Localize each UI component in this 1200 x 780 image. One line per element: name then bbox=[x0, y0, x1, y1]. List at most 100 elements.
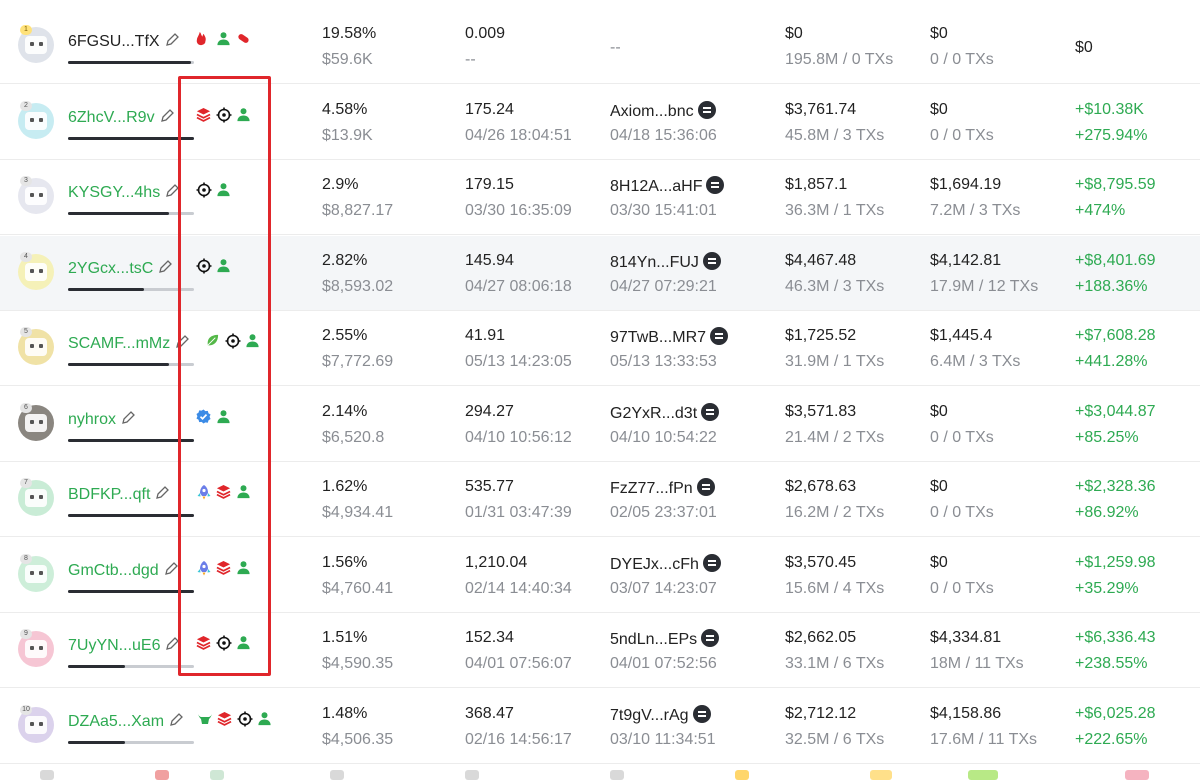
user-icon[interactable] bbox=[216, 31, 231, 46]
wallet-name-link[interactable]: BDFKP...qft bbox=[68, 485, 170, 506]
user-icon[interactable] bbox=[216, 182, 231, 197]
bought-amount: $0 bbox=[785, 25, 803, 42]
stack-icon[interactable] bbox=[217, 711, 232, 726]
pnl-amount: +$10.38K bbox=[1075, 100, 1144, 118]
wallet-name-link[interactable]: 6FGSU...TfX bbox=[68, 32, 180, 53]
funding-source-address[interactable]: G2YxR...d3t bbox=[610, 404, 698, 422]
table-row[interactable]: 3 KYSGY...4hs 2.9% $8,827.17 179.15 03/3… bbox=[0, 160, 1200, 235]
edit-pencil-icon[interactable] bbox=[159, 108, 175, 129]
table-row[interactable]: 1 6FGSU...TfX 19.58% $59.6K 0.009 -- -- … bbox=[0, 9, 1200, 84]
fire-user-icon[interactable] bbox=[196, 31, 211, 46]
user-icon[interactable] bbox=[245, 333, 260, 348]
table-row[interactable]: 10 DZAa5...Xam 1.48% $4,506.35 368.47 02… bbox=[0, 689, 1200, 764]
table-row[interactable]: 6 nyhrox 2.14% $6,520.8 294.27 04/10 10:… bbox=[0, 387, 1200, 462]
funding-source[interactable]: G2YxR...d3t bbox=[610, 402, 720, 423]
user-icon[interactable] bbox=[236, 107, 251, 122]
bull-icon[interactable] bbox=[197, 711, 212, 726]
table-row[interactable]: 5 SCAMF...mMz 2.55% $7,772.69 41.91 05/1… bbox=[0, 311, 1200, 386]
table-row[interactable]: 7 BDFKP...qft 1.62% $4,934.41 535.77 01/… bbox=[0, 462, 1200, 537]
target-icon[interactable] bbox=[237, 711, 253, 726]
edit-pencil-icon[interactable] bbox=[164, 32, 180, 53]
holding-value: $7,772.69 bbox=[322, 353, 394, 370]
balance-time: 04/01 07:56:07 bbox=[465, 655, 572, 672]
wallet-name[interactable]: BDFKP...qft bbox=[68, 486, 151, 503]
funding-source-address[interactable]: DYEJx...cFh bbox=[610, 555, 699, 573]
funding-source[interactable]: 7t9gV...rAg bbox=[610, 704, 711, 725]
sold-tx-summary: 7.2M / 3 TXs bbox=[930, 202, 1021, 219]
target-icon[interactable] bbox=[216, 107, 232, 122]
wallet-name-link[interactable]: GmCtb...dgd bbox=[68, 561, 179, 582]
stack-icon[interactable] bbox=[196, 107, 211, 122]
wallet-name[interactable]: 6FGSU...TfX bbox=[68, 33, 160, 50]
rocket-icon[interactable] bbox=[196, 484, 211, 500]
edit-pencil-icon[interactable] bbox=[154, 485, 170, 506]
funding-source[interactable]: 814Yn...FUJ bbox=[610, 251, 721, 272]
stack-icon[interactable] bbox=[196, 635, 211, 650]
funding-source-address[interactable]: 7t9gV...rAg bbox=[610, 706, 689, 724]
user-icon[interactable] bbox=[236, 560, 251, 575]
pill-icon[interactable] bbox=[236, 31, 251, 46]
target-icon[interactable] bbox=[225, 333, 241, 349]
user-icon[interactable] bbox=[236, 484, 251, 499]
leaf-icon[interactable] bbox=[205, 333, 220, 348]
user-icon[interactable] bbox=[236, 635, 251, 650]
funding-time: 04/10 10:54:22 bbox=[610, 428, 717, 446]
wallet-name[interactable]: 2YGcx...tsC bbox=[68, 259, 154, 277]
wallet-name[interactable]: DZAa5...Xam bbox=[68, 712, 165, 730]
funding-source[interactable]: 5ndLn...EPs bbox=[610, 629, 720, 649]
holding-progress-fill bbox=[68, 665, 125, 668]
edit-pencil-icon[interactable] bbox=[157, 259, 173, 280]
funding-source[interactable]: DYEJx...cFh bbox=[610, 553, 721, 574]
funding-source[interactable]: FzZ77...fPn bbox=[610, 478, 715, 498]
user-icon[interactable] bbox=[257, 711, 272, 726]
stack-icon[interactable] bbox=[216, 560, 231, 575]
edit-pencil-icon[interactable] bbox=[163, 561, 179, 582]
user-icon[interactable] bbox=[216, 258, 231, 273]
target-icon[interactable] bbox=[196, 258, 212, 273]
wallet-name-link[interactable]: 2YGcx...tsC bbox=[68, 259, 173, 280]
wallet-name-link[interactable]: DZAa5...Xam bbox=[68, 712, 184, 733]
target-icon[interactable] bbox=[196, 182, 212, 198]
rocket-icon[interactable] bbox=[196, 560, 211, 575]
stack-icon[interactable] bbox=[216, 484, 231, 499]
edit-pencil-icon[interactable] bbox=[120, 410, 136, 431]
edit-pencil-icon[interactable] bbox=[164, 183, 180, 204]
funding-source[interactable]: 97TwB...MR7 bbox=[610, 327, 729, 347]
user-icon[interactable] bbox=[216, 409, 231, 424]
table-row[interactable]: 9 7UyYN...uE6 1.51% $4,590.35 152.34 04/… bbox=[0, 613, 1200, 688]
funding-source[interactable]: Axiom...bnc bbox=[610, 100, 716, 121]
sold-tx-summary: 0 / 0 TXs bbox=[930, 428, 994, 446]
funding-source-address[interactable]: Axiom...bnc bbox=[610, 102, 694, 120]
wallet-name-link[interactable]: 6ZhcV...R9v bbox=[68, 108, 175, 129]
wallet-name[interactable]: GmCtb...dgd bbox=[68, 561, 159, 579]
wallet-name[interactable]: 6ZhcV...R9v bbox=[68, 108, 155, 126]
wallet-name[interactable]: 7UyYN...uE6 bbox=[68, 637, 161, 654]
funding-source-address[interactable]: 8H12A...aHF bbox=[610, 178, 703, 195]
wallet-name-link[interactable]: KYSGY...4hs bbox=[68, 183, 180, 204]
funding-source-address[interactable]: 5ndLn...EPs bbox=[610, 631, 698, 648]
wallet-tags bbox=[196, 408, 231, 424]
holding-percent: 1.48% bbox=[322, 704, 368, 722]
funding-source-address[interactable]: 814Yn...FUJ bbox=[610, 253, 699, 271]
edit-pencil-icon[interactable] bbox=[164, 636, 180, 657]
verified-icon[interactable] bbox=[196, 408, 211, 424]
table-row[interactable]: 4 2YGcx...tsC 2.82% $8,593.02 145.94 04/… bbox=[0, 235, 1200, 311]
wallet-name-link[interactable]: nyhrox bbox=[68, 410, 136, 431]
funding-source-address[interactable]: FzZ77...fPn bbox=[610, 480, 693, 497]
wallet-name[interactable]: SCAMF...mMz bbox=[68, 335, 171, 352]
funding-source[interactable]: 8H12A...aHF bbox=[610, 176, 725, 196]
target-icon[interactable] bbox=[216, 635, 232, 651]
wallet-name[interactable]: nyhrox bbox=[68, 410, 117, 428]
wallet-name-link[interactable]: 7UyYN...uE6 bbox=[68, 636, 180, 657]
funding-source-address[interactable]: 97TwB...MR7 bbox=[610, 329, 707, 346]
sold-tx-summary: 0 / 0 TXs bbox=[930, 504, 994, 521]
table-row[interactable]: 8 GmCtb...dgd 1.56% $4,760.41 1,210.04 0… bbox=[0, 538, 1200, 613]
bought-amount: $1,857.1 bbox=[785, 176, 848, 193]
solana-icon bbox=[701, 629, 720, 647]
table-row[interactable]: 2 6ZhcV...R9v 4.58% $13.9K 175.24 04/26 … bbox=[0, 85, 1200, 160]
wallet-name-link[interactable]: SCAMF...mMz bbox=[68, 334, 190, 355]
edit-pencil-icon[interactable] bbox=[168, 712, 184, 733]
bought-tx-summary: 46.3M / 3 TXs bbox=[785, 277, 885, 295]
wallet-name[interactable]: KYSGY...4hs bbox=[68, 184, 161, 201]
sold-amount: $0 bbox=[930, 553, 948, 571]
